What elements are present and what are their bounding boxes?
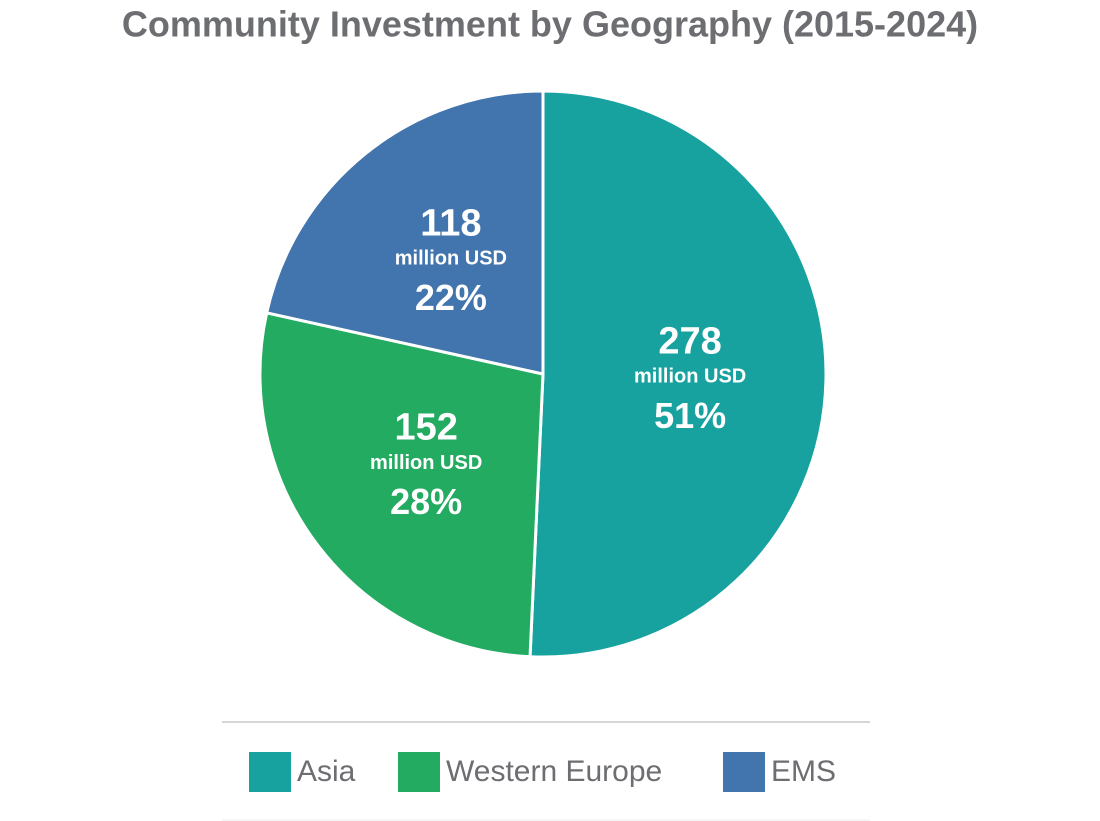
chart-title: Community Investment by Geography (2015-…	[122, 4, 978, 45]
unit-label: million USD	[395, 248, 507, 270]
percent-label: 22%	[415, 277, 487, 318]
pie-slice	[258, 311, 545, 659]
unit-label: million USD	[634, 366, 746, 388]
legend-label: EMS	[771, 755, 836, 788]
legend-swatch	[249, 752, 291, 792]
legend-swatch	[723, 752, 765, 792]
legend-label: Asia	[297, 755, 356, 788]
unit-label: million USD	[370, 452, 482, 474]
pie-slice	[528, 89, 828, 659]
legend-label: Western Europe	[446, 755, 662, 788]
value-label: 118	[420, 202, 481, 244]
legend-swatch	[398, 752, 440, 792]
value-label: 152	[394, 407, 457, 449]
percent-label: 28%	[390, 481, 462, 522]
pie-slice	[264, 89, 545, 376]
value-label: 278	[658, 320, 721, 362]
percent-label: 51%	[654, 395, 726, 436]
